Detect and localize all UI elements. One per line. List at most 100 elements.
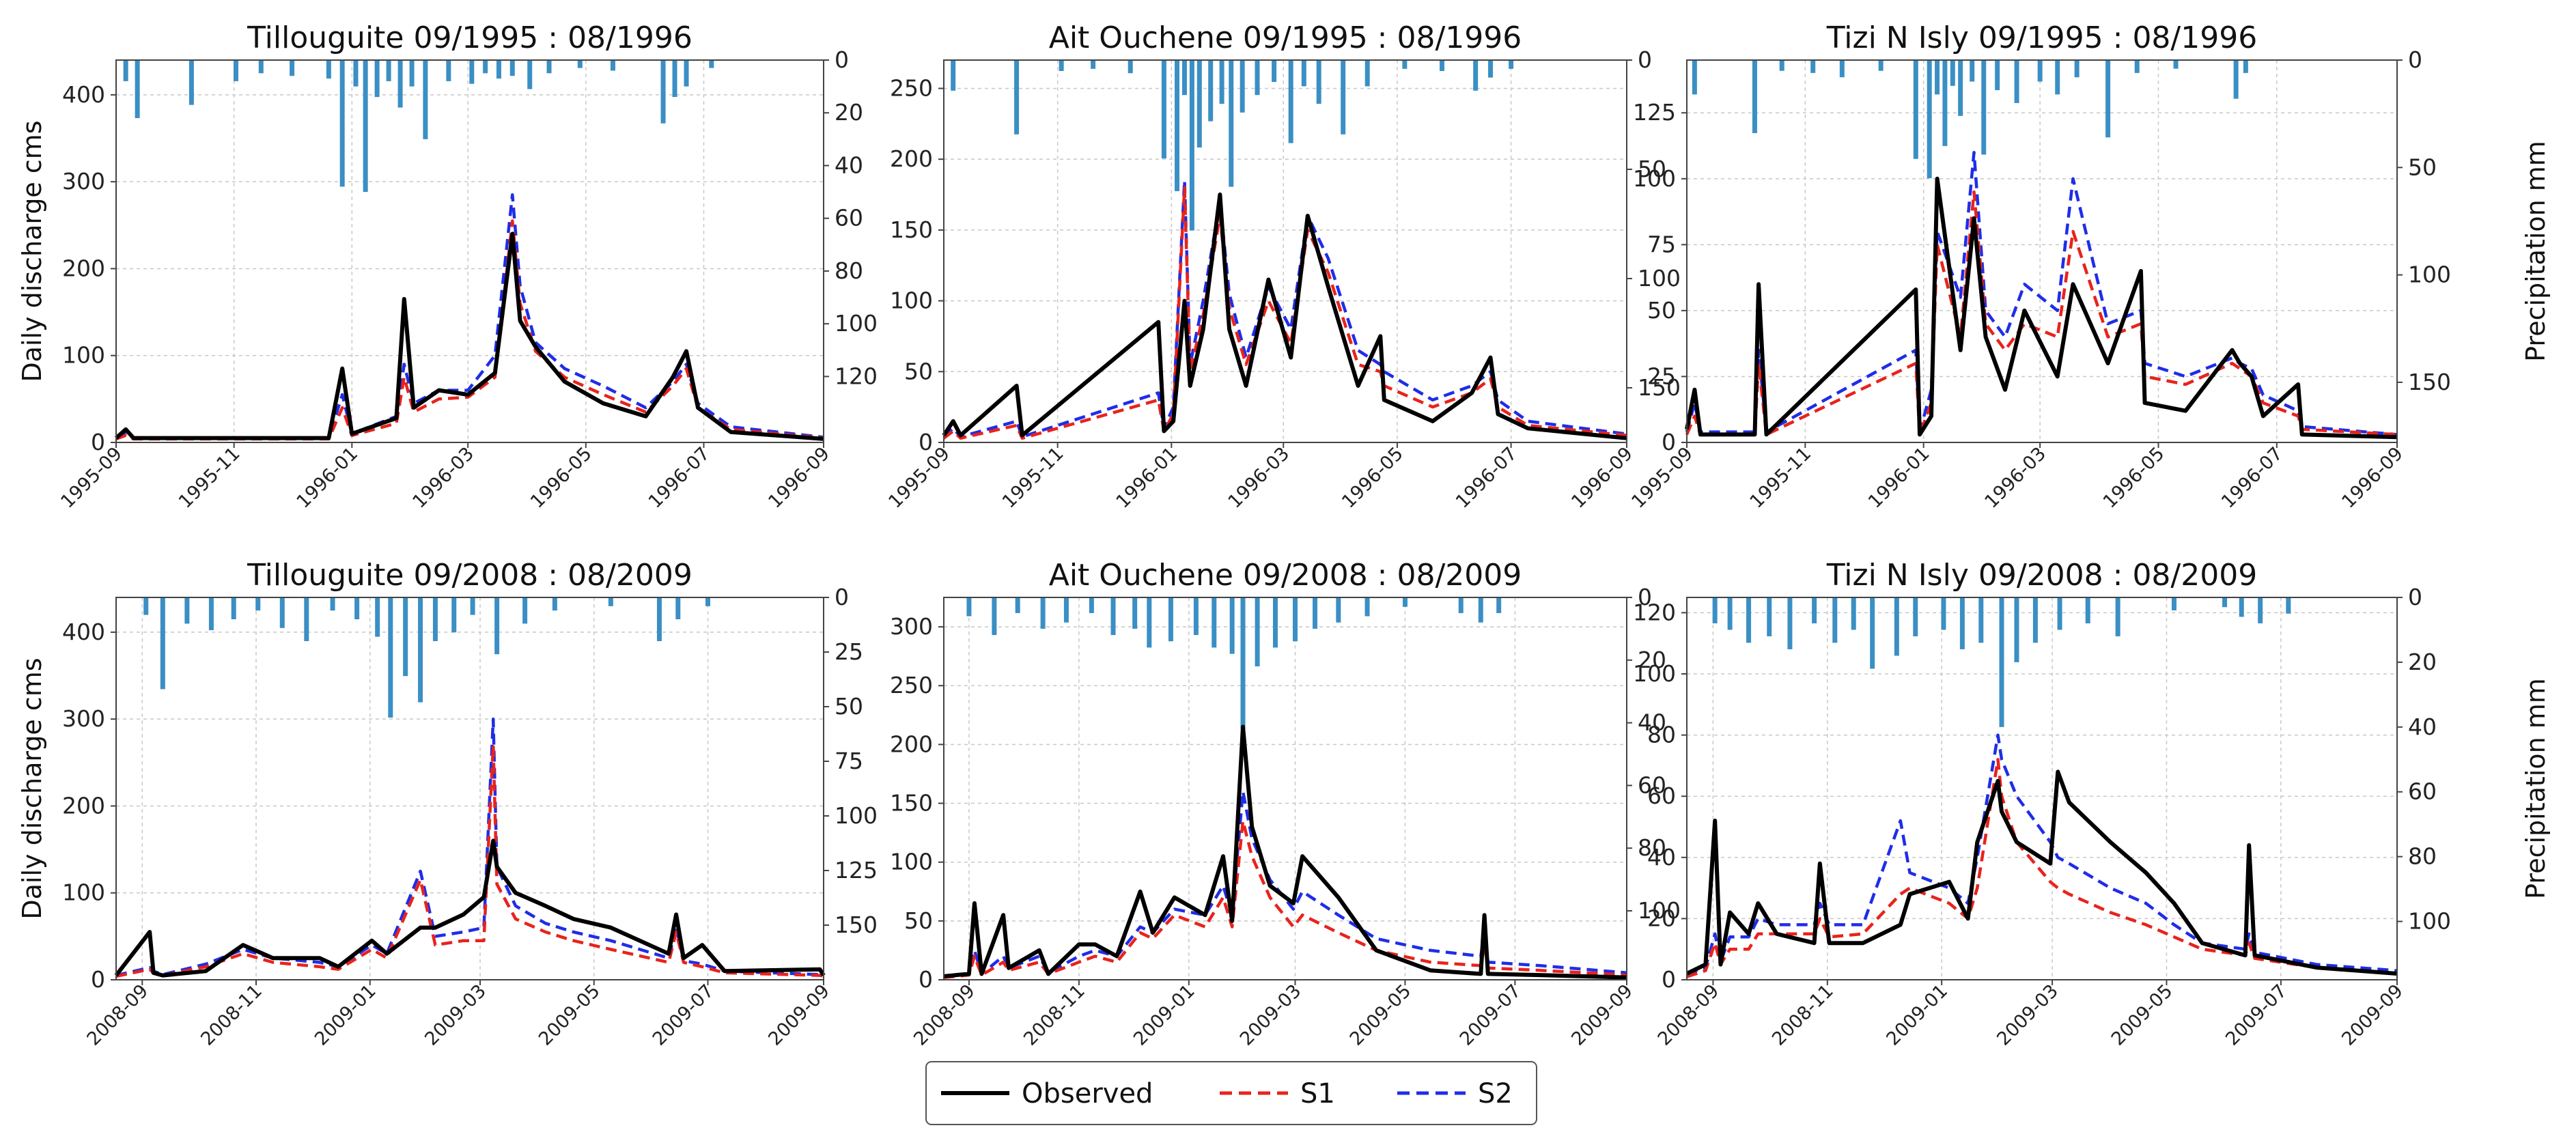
y2-tick-label: 60 [835,205,863,231]
axes-frame [115,59,824,443]
y-tick-label: 300 [890,613,933,640]
precip-bar [1712,597,1718,623]
precip-bar [1970,60,1975,82]
precip-bar [258,60,264,74]
chart-title: Tillouguite 09/2008 : 08/2009 [247,558,692,593]
y-tick-label: 250 [890,672,933,698]
precip-bar [2173,60,2179,69]
precip-bar [1091,60,1096,69]
precip-bar [2057,597,2062,630]
precip-bar [1959,597,1965,649]
precip-bar [1196,60,1202,147]
chart-title: Ait Ouchene 09/1995 : 08/1996 [1049,20,1522,55]
series-line-s2 [1685,150,2398,436]
axes-frame [1686,597,2398,980]
y2-axis-label: Precipitation mm [2521,141,2551,362]
legend-label-observed: Observed [1022,1078,1153,1109]
precip-bar [135,60,140,118]
precip-bar [1193,597,1199,636]
precip-bar [1212,597,1217,648]
y-tick-label: 40 [1647,844,1676,871]
precip-bar [1014,60,1020,135]
precip-bar [1255,60,1260,96]
precip-bar [684,60,689,87]
y-tick-label: 50 [904,358,933,384]
precip-bar [2105,60,2111,138]
series-line-observed [1685,769,2398,976]
precip-bar [397,60,403,108]
y-tick-label: 0 [1662,966,1676,993]
plot-area [1687,60,2397,442]
y2-tick-label: 80 [2408,843,2437,870]
precip-bar [1240,60,1245,113]
precip-bar [470,597,475,615]
precip-bar [188,60,194,105]
precip-bar [2037,60,2043,82]
precip-bar [656,597,662,641]
chart-title: Tizi N Isly 09/2008 : 08/2009 [1826,558,2257,593]
y2-tick-label: 20 [2408,649,2437,675]
y-tick-label: 0 [919,429,933,455]
precip-bar [1981,60,1987,155]
precip-bar [2074,60,2080,78]
series-line-s2 [115,193,824,440]
y-tick-label: 20 [1647,905,1676,931]
precip-bar [1941,597,1946,630]
y2-tick-label: 80 [835,257,863,284]
precip-bar [709,60,714,68]
precip-bar [1132,597,1138,629]
precip-bar [2222,597,2228,608]
precip-bar [1161,60,1166,158]
precip-bar [1496,597,1502,613]
series-line-s2 [115,717,824,977]
y-tick-label: 150 [890,216,933,243]
y2-tick-label: 100 [1638,265,1681,292]
precip-bar [2171,597,2176,610]
precip-bar [353,60,359,87]
legend-label-s2: S2 [1478,1078,1513,1109]
y-tick-label: 0 [1662,429,1676,455]
precip-bar [1336,597,1341,623]
y-tick-label: 100 [62,342,105,369]
y-tick-label: 200 [890,145,933,172]
chart-title: Tillouguite 09/1995 : 08/1996 [247,20,692,55]
precip-bar [1851,597,1856,630]
y-tick-label: 150 [890,790,933,817]
precip-bar [1240,597,1246,729]
precip-bar [2233,60,2239,99]
precip-bar [1958,60,1963,116]
precip-bar [1913,597,1918,636]
precip-bar [951,60,956,91]
precip-bar [255,597,261,611]
precip-bar [326,60,331,79]
y2-tick-label: 80 [1638,834,1666,861]
y2-tick-label: 125 [835,857,878,884]
chart-title: Tizi N Isly 09/1995 : 08/1996 [1826,20,2257,55]
precip-bar [123,60,128,81]
y2-tick-label: 0 [1638,46,1652,73]
precip-bar [386,60,391,81]
precip-bar [1488,60,1494,78]
y2-tick-label: 0 [835,584,849,610]
y2-tick-label: 150 [1638,374,1681,401]
precip-bar [675,597,681,619]
legend: Observed S1 S2 [925,1061,1537,1125]
precip-bar [1110,597,1116,636]
precip-bar [469,60,475,84]
y2-tick-label: 20 [835,99,863,126]
precip-bar [966,597,972,617]
precip-bar [1147,597,1152,648]
precip-bar [2055,60,2060,95]
y-tick-label: 400 [62,81,105,108]
y-tick-label: 120 [1633,599,1676,625]
precip-bar [552,597,557,611]
precip-bar [231,597,236,619]
precip-bar [608,597,613,606]
y2-tick-label: 100 [2408,261,2451,288]
precip-bar [672,60,677,98]
precip-bar [527,60,533,89]
precip-bar [2115,597,2120,636]
precip-bar [279,597,285,628]
